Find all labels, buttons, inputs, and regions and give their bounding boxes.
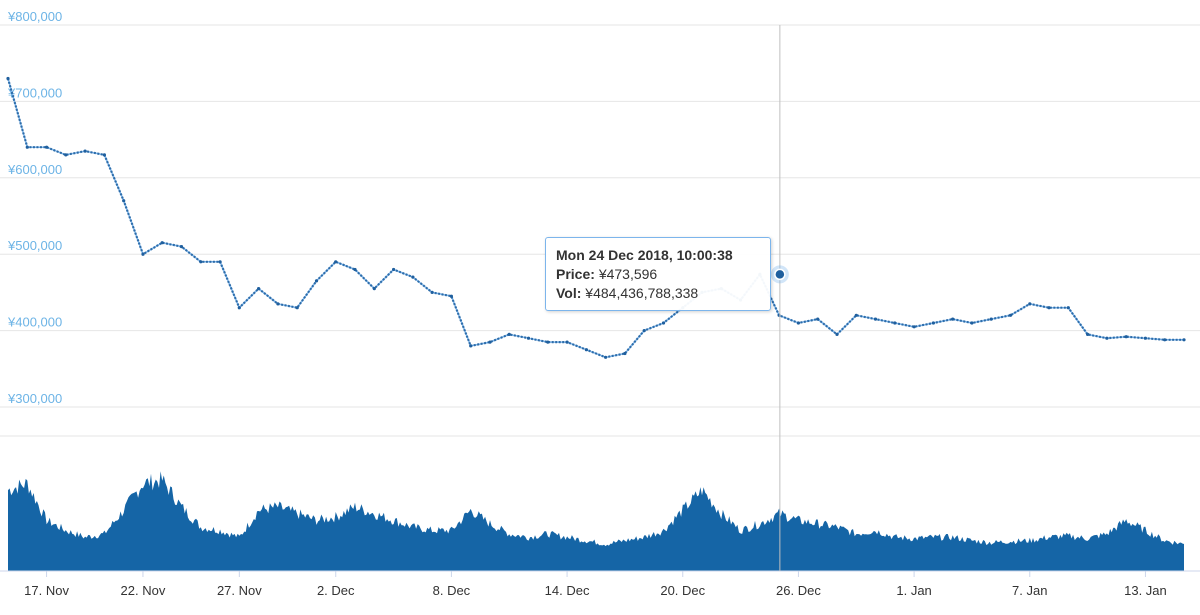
price-point [873,317,878,321]
price-point [1066,306,1070,310]
price-point [816,317,820,321]
price-grid [0,24,1200,437]
price-point [276,302,280,306]
price-point [796,321,801,325]
x-tick-label: 17. Nov [24,583,69,598]
price-point [1028,302,1032,306]
tooltip-vol-value: ¥484,436,788,338 [585,285,699,301]
price-point [1124,335,1128,339]
price-point [623,351,627,356]
volume-series-area [8,471,1184,571]
hover-point [774,268,786,281]
tooltip-price-row: Price: ¥473,596 [556,265,760,284]
price-point [102,153,106,157]
price-point [546,340,550,344]
price-series-markers [6,78,1184,359]
price-point [1163,338,1167,342]
price-point [353,267,357,272]
price-point [141,252,145,256]
price-point [218,260,222,264]
price-point [526,336,531,340]
price-point [372,287,376,291]
price-point [64,153,68,157]
price-point [392,267,396,272]
price-point [970,321,974,325]
price-point [257,287,261,291]
price-point [661,321,666,325]
price-axis-labels: ¥800,000 ¥700,000 ¥600,000 ¥500,000 ¥400,000… [7,9,62,406]
price-point [1047,306,1051,310]
price-point [1182,338,1186,342]
price-point [122,199,126,203]
price-point [179,245,184,249]
price-point [604,355,608,359]
price-point [507,332,511,336]
price-point [160,241,164,245]
price-point [893,321,897,325]
tooltip-vol-label: Vol: [556,285,582,301]
tooltip-price-value: ¥473,596 [598,266,658,282]
x-axis-labels: 17. Nov 22. Nov 27. Nov 2. Dec 8. Dec 14. Dec… [0,570,1200,598]
x-tick-label: 20. Dec [660,583,705,598]
price-point [989,317,993,321]
x-tick-label: 14. Dec [545,583,590,598]
price-point [951,317,955,321]
price-line [6,76,1186,359]
x-tick-label: 7. Jan [1012,583,1047,598]
price-point [411,275,415,279]
price-point [199,260,203,264]
y-tick-label: ¥500,000 [7,238,62,253]
y-tick-label: ¥400,000 [7,315,62,330]
x-tick-label: 26. Dec [776,583,821,598]
price-point [854,313,858,317]
price-point [334,260,338,264]
price-point [83,149,87,153]
price-point [469,344,473,348]
price-point [565,340,569,344]
price-point [430,290,434,294]
price-point [237,306,241,310]
price-point [1143,336,1147,340]
price-point [295,306,299,310]
x-tick-label: 8. Dec [433,583,471,598]
tooltip-vol-row: Vol: ¥484,436,788,338 [556,284,760,303]
price-point [1105,336,1109,340]
x-tick-label: 22. Nov [121,583,166,598]
y-tick-label: ¥800,000 [7,9,62,24]
price-series-line [7,78,1184,359]
tooltip-price-label: Price: [556,266,595,282]
x-tick-label: 27. Nov [217,583,262,598]
price-point [1008,313,1013,317]
x-tick-label: 13. Jan [1124,583,1167,598]
price-point [1086,332,1090,336]
y-tick-label: ¥300,000 [7,391,62,406]
price-point [835,332,839,336]
volume-area [8,471,1184,571]
crosshair [770,25,789,571]
hover-tooltip: Mon 24 Dec 2018, 10:00:38 Price: ¥473,59… [545,237,771,311]
tooltip-title: Mon 24 Dec 2018, 10:00:38 [556,247,733,263]
price-point [449,294,453,298]
x-tick-label: 1. Jan [896,583,931,598]
price-point [25,145,29,149]
y-tick-label: ¥600,000 [7,162,62,177]
x-tick-label: 2. Dec [317,583,355,598]
price-point [314,279,319,283]
price-point [931,321,936,325]
y-tick-label: ¥700,000 [7,85,62,100]
price-point [45,145,49,149]
price-point [488,340,492,344]
price-point [6,76,10,81]
price-point [584,348,589,352]
price-point [642,329,646,333]
price-point [912,325,916,329]
